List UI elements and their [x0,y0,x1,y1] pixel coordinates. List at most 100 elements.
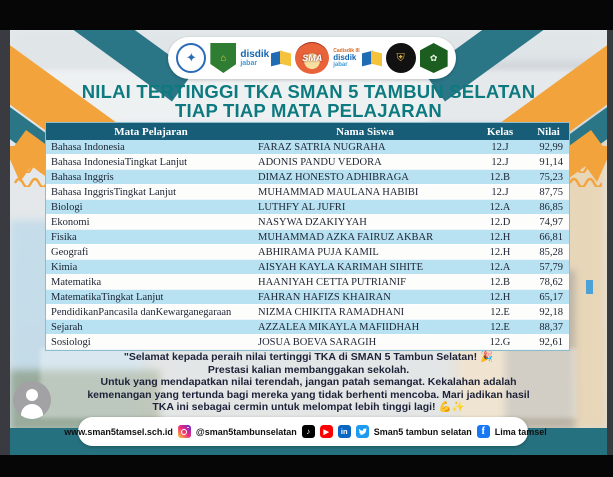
cell-subject: PendidikanPancasila danKewarganegaraan [51,306,232,318]
cell-student-name: NIZMA CHIKITA RAMADHANI [258,306,405,318]
right-letterbox-strip [607,0,613,477]
cell-score: 91,14 [539,156,563,168]
cell-subject: Sosiologi [51,336,91,348]
cell-class: 12.H [489,246,511,258]
column-header-subject: Mata Pelajaran [114,125,188,138]
open-book-icon [271,49,292,67]
table-row: MatematikaTingkat Lanjut FAHRAN HAFIZS KH… [46,290,569,305]
cell-subject: Ekonomi [51,216,90,228]
cell-student-name: HAANIYAH CETTA PUTRIANIF [258,276,406,288]
cell-score: 92,61 [539,336,563,348]
cell-subject: Geografi [51,246,89,258]
cell-student-name: ABHIRAMA PUJA KAMIL [258,246,379,258]
cell-class: 12.H [489,291,511,303]
message-line: TKA ini sebagai cermin untuk melompat le… [152,401,465,414]
person-icon [21,404,43,419]
cell-score: 65,17 [539,291,563,303]
open-book-icon [361,49,382,67]
table-row: Kimia AISYAH KAYLA KARIMAH SIHITE 12.A 57,7… [46,260,569,275]
column-header-student-name: Nama Siswa [336,125,394,138]
social-footer-pill: www.sman5tamsel.sch.id @sman5tambunselat… [64,417,547,446]
cell-student-name: NASYWA DZAKIYYAH [258,216,367,228]
title-line-2: TIAP TIAP MATA PELAJARAN [175,100,442,121]
squiggle-line [13,163,47,173]
cell-class: 12.D [489,216,511,228]
cell-score: 74,97 [539,216,563,228]
cell-score: 87,75 [539,186,563,198]
cell-student-name: DIMAZ HONESTO ADHIBRAGA [258,171,409,183]
cell-class: 12.J [491,156,509,168]
avatar[interactable] [13,381,51,419]
cell-subject: Matematika [51,276,102,288]
message-line: "Selamat kepada peraih nilai tertinggi T… [123,351,494,363]
squiggle-line [568,149,602,159]
cell-score: 88,37 [539,321,563,333]
cell-subject: Fisika [51,231,77,243]
cell-student-name: ADONIS PANDU VEDORA [258,156,382,168]
table-row: Sejarah AZZALEA MIKAYLA MAFIIDHAH 12.E 88,3… [46,320,569,335]
cell-student-name: AISYAH KAYLA KARIMAH SIHITE [258,261,423,273]
left-letterbox-strip [0,0,10,477]
squiggle-line [568,177,602,187]
cell-class: 12.A [489,261,511,273]
sman5-emblem-icon: ⛨ [385,43,416,73]
cell-class: 12.J [491,186,509,198]
column-header-class: Kelas [486,125,514,138]
cell-subject: Bahasa InggrisTingkat Lanjut [51,186,177,198]
top-letterbox-bar [0,0,613,30]
table-row: Biologi LUTHFY AL JUFRI 12.A 86,85 [46,200,569,215]
youtube-icon: ▶ [319,425,333,438]
website-url: www.sman5tamsel.sch.id [64,426,173,437]
cell-subject: Biologi [51,201,83,213]
cell-student-name: LUTHFY AL JUFRI [258,201,346,213]
cadisdik-iii-logo: Cadisdik III disdik jabar [333,47,382,68]
cell-subject: Bahasa Inggris [51,171,114,183]
cadisdik-wordmark: Cadisdik III disdik jabar [333,47,360,68]
cell-class: 12.E [490,306,510,318]
cell-score: 78,62 [539,276,563,288]
school-shield-logo-icon: ✿ [419,43,448,73]
cell-subject: Bahasa IndonesiaTingkat Lanjut [51,156,188,168]
table-row: Bahasa Indonesia FARAZ SATRIA NUGRAHA 12.J… [46,140,569,155]
cell-subject: Kimia [51,261,78,273]
table-row: PendidikanPancasila danKewarganegaraan NI… [46,305,569,320]
message-line: kemenangan yang tertunda bagi mereka yan… [87,388,530,401]
disdik-jabar-logo: disdik jabar [240,49,292,67]
table-row: Fisika MUHAMMAD AZKA FAIRUZ AKBAR 12.H 66,8… [46,230,569,245]
cell-class: 12.G [489,336,511,348]
tiktok-icon: ♪ [301,425,315,438]
facebook-icon: f [476,425,490,438]
disdik-jabar-wordmark: disdik jabar [240,49,269,67]
cell-score: 57,79 [539,261,563,273]
cell-class: 12.B [489,276,511,288]
disdik-label: disdik [333,52,357,62]
cell-score: 92,99 [539,141,563,153]
squiggle-line [13,177,47,187]
photo-detail [586,280,593,294]
table-header-row: Mata Pelajaran Nama Siswa Kelas Nilai [46,123,569,140]
jabar-label: jabar [240,59,258,67]
table-row: Bahasa InggrisTingkat Lanjut MUHAMMAD MAU… [46,185,569,200]
jabar-label: jabar [333,61,348,68]
cell-class: 12.H [489,231,511,243]
cell-score: 75,23 [539,171,563,183]
cell-score: 85,28 [539,246,563,258]
squiggle-line [568,163,602,173]
squiggle-decoration-right [568,146,602,188]
cell-class: 12.B [489,171,511,183]
message-backdrop [40,348,577,418]
jawa-barat-emblem-icon: ⌂ [210,43,237,73]
message-line: Prestasi kalian membanggakan sekolah. [207,363,410,376]
facebook-name: Lima tamsel [494,426,547,437]
squiggle-decoration-left [13,146,47,188]
cadisdik-label: Cadisdik III [333,47,360,54]
cell-score: 66,81 [539,231,563,243]
bottom-letterbox-bar [0,455,613,477]
logo-header-pill: ✦ ⌂ disdik jabar SMA Cadisdik III disdik… [168,37,456,79]
cell-score: 92,18 [539,306,563,318]
kemdikbud-logo-icon: ✦ [176,43,207,73]
score-table-body: Bahasa Indonesia FARAZ SATRIA NUGRAHA 12.J… [46,140,569,350]
table-row: Ekonomi NASYWA DZAKIYYAH 12.D 74,97 [46,215,569,230]
cell-student-name: FAHRAN HAFIZS KHAIRAN [258,291,391,303]
